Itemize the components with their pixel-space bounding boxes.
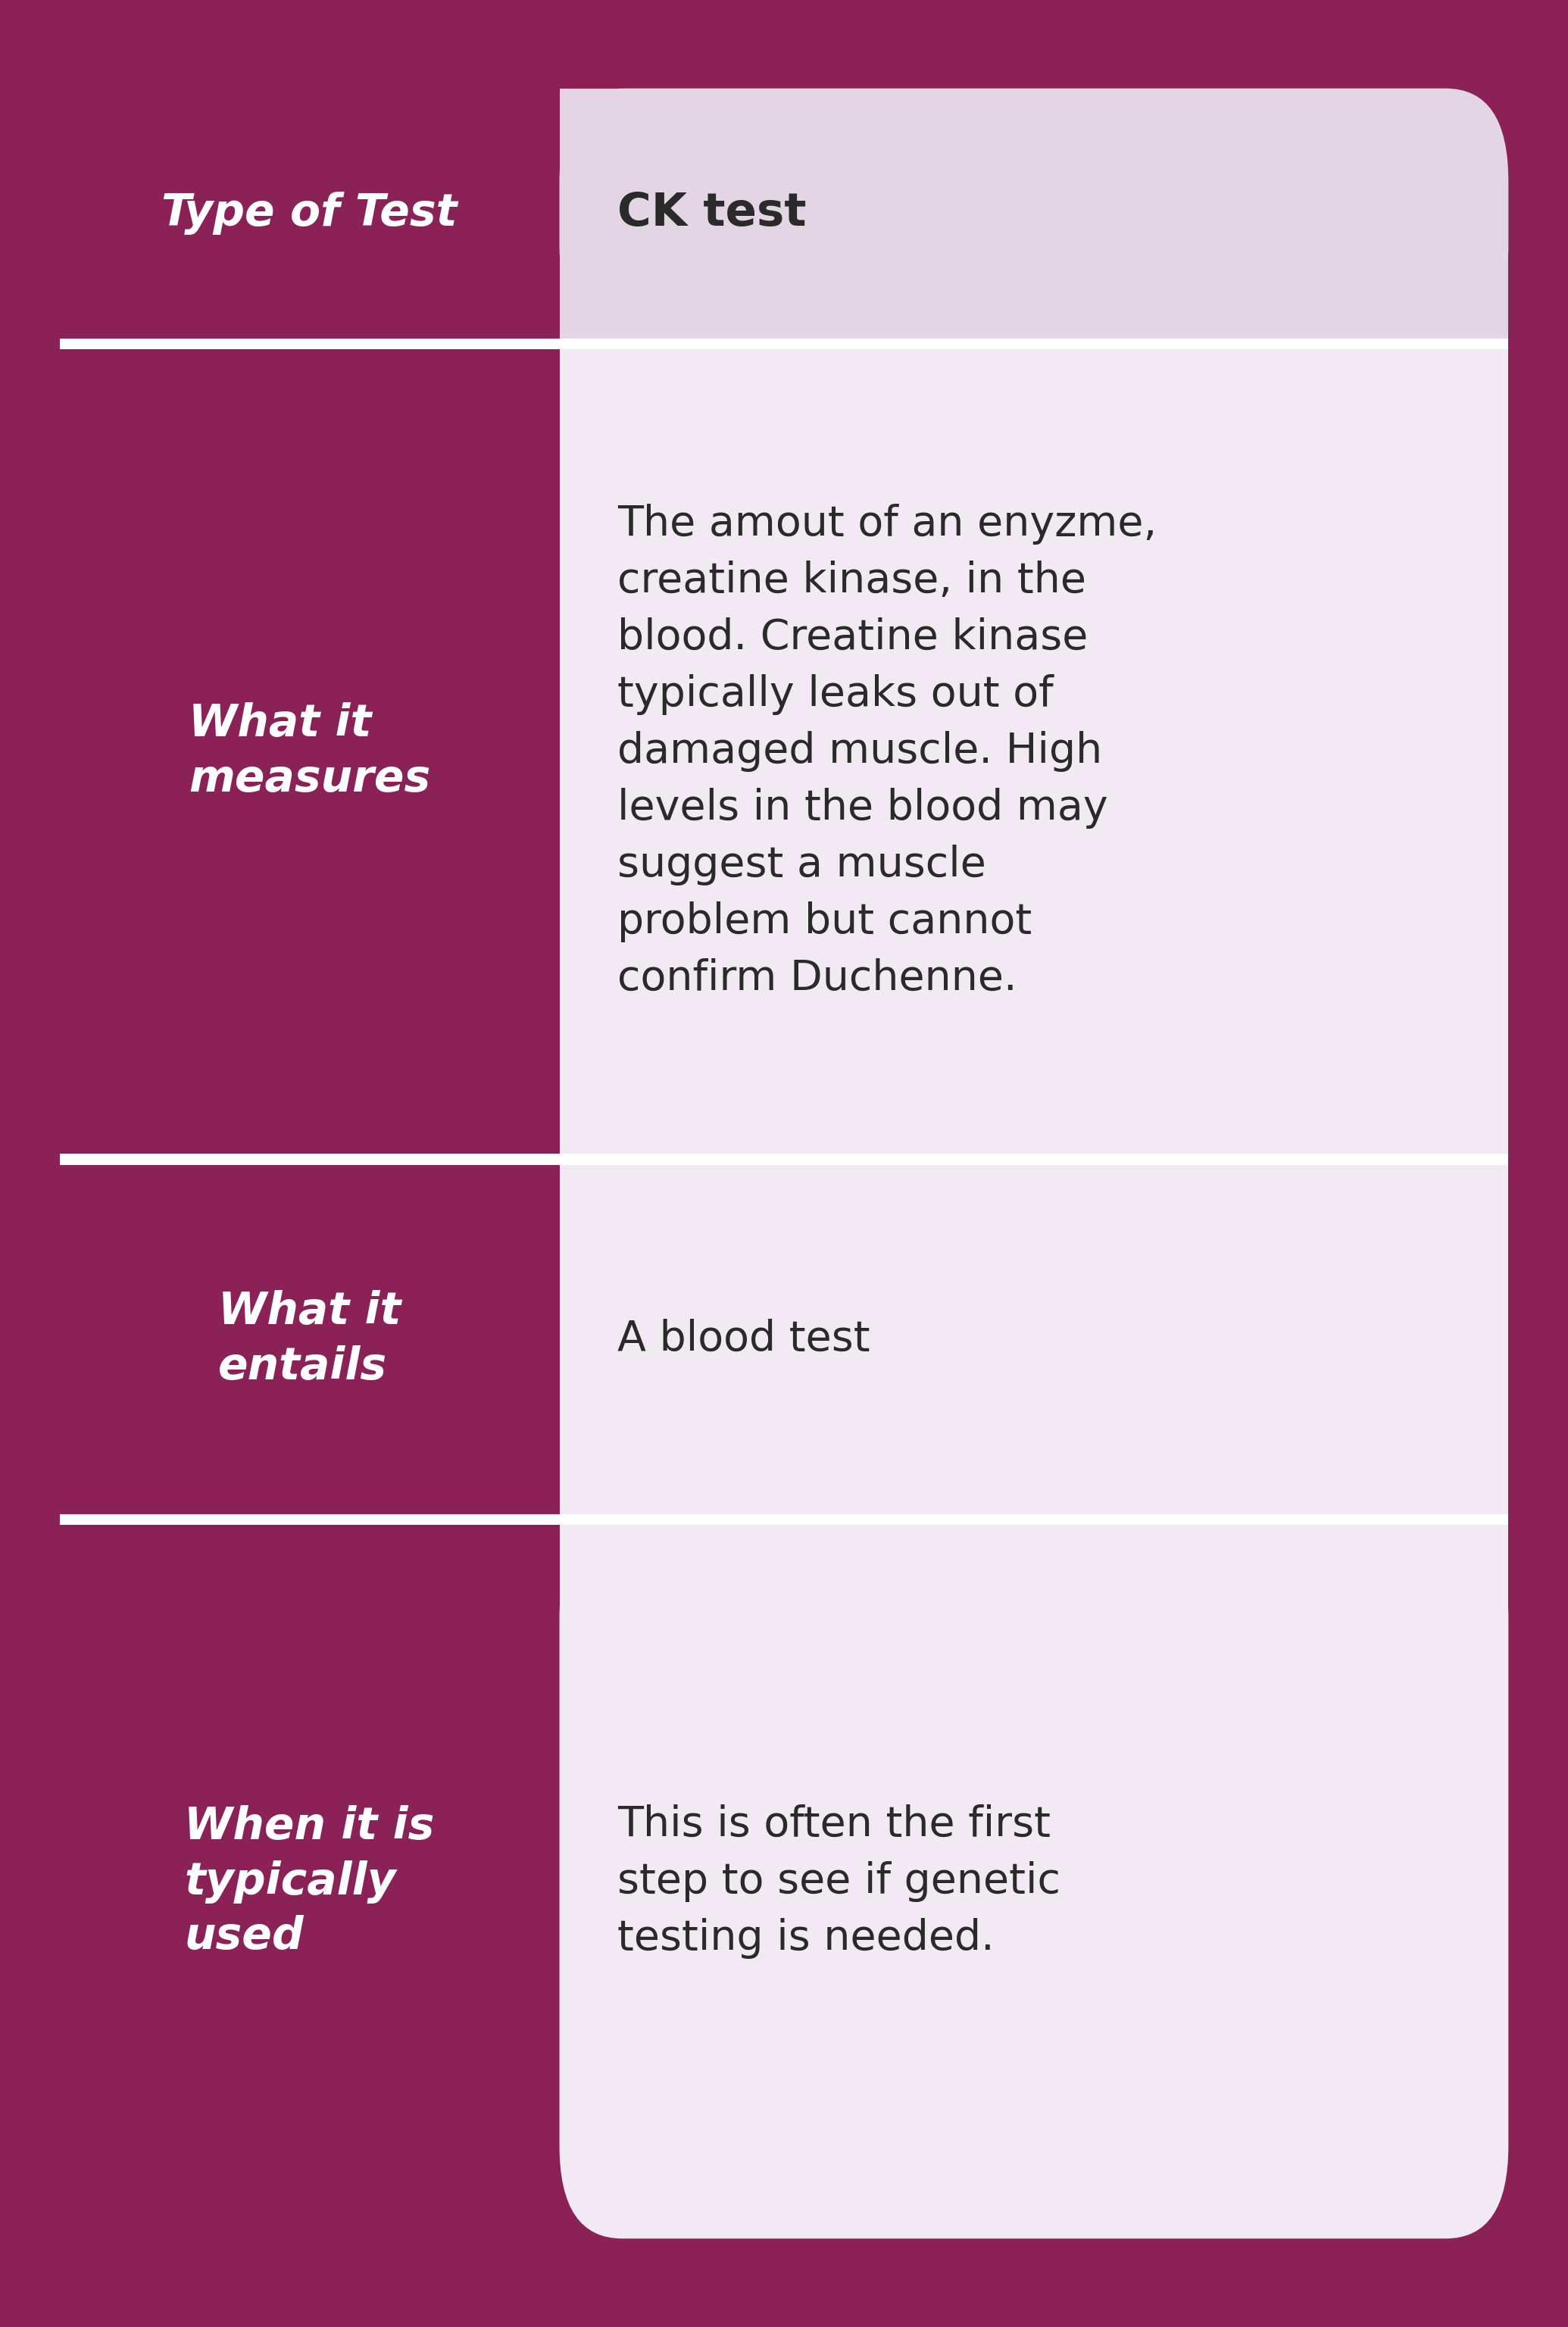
Bar (60, 1515, 1508, 1524)
Text: Type of Test: Type of Test (162, 191, 458, 235)
Bar (60, 1154, 1508, 1164)
Bar (560, 1164, 1508, 1515)
Text: A blood test: A blood test (618, 1319, 870, 1359)
Text: This is often the first
step to see if genetic
testing is needed.: This is often the first step to see if g… (618, 1803, 1060, 1959)
Text: The amout of an enyzme,
creatine kinase, in the
blood. Creatine kinase
typically: The amout of an enyzme, creatine kinase,… (618, 503, 1157, 998)
Bar (560, 1524, 1508, 2145)
FancyBboxPatch shape (60, 88, 1508, 2239)
FancyBboxPatch shape (560, 1524, 1508, 2239)
Bar (560, 88, 1446, 182)
Bar (560, 2052, 1446, 2145)
FancyBboxPatch shape (560, 88, 1508, 337)
Text: What it
measures: What it measures (188, 703, 431, 800)
Text: What it
entails: What it entails (218, 1289, 401, 1389)
Bar (60, 337, 1508, 349)
Text: When it is
typically
used: When it is typically used (185, 1806, 434, 1959)
Text: CK test: CK test (618, 191, 806, 235)
Bar (560, 182, 1508, 337)
Bar (560, 349, 1508, 1154)
